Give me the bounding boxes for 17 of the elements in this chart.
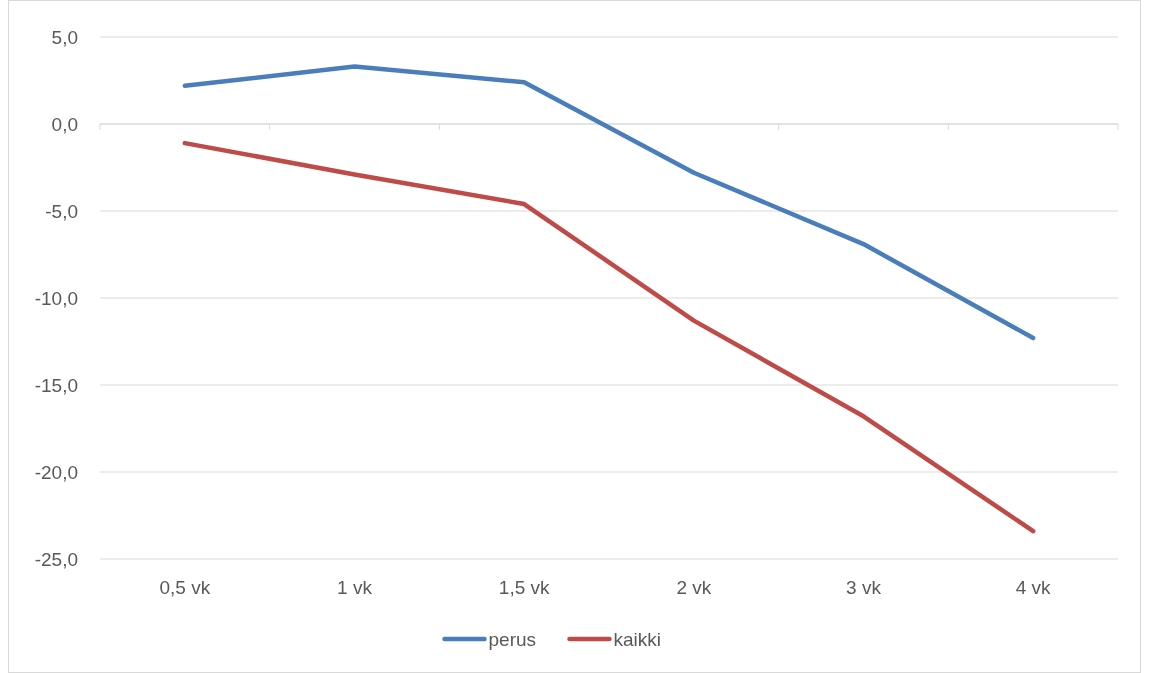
y-tick-label: -20,0 [34,461,78,483]
y-tick-label: -15,0 [34,374,78,396]
line-series [182,140,1036,534]
y-tick-label: 0,0 [51,113,78,135]
y-tick-label: -25,0 [34,548,78,570]
x-tick-label: 2 vk [676,577,712,598]
y-tick-label: -10,0 [34,287,78,309]
legend-label: perus [488,628,537,650]
x-tick-label: 4 vk [1015,577,1052,598]
line-series [182,64,1036,341]
x-tick-label: 1 vk [337,577,373,598]
y-tick-label: -5,0 [45,200,78,222]
y-tick-label: 5,0 [51,26,78,48]
x-tick-label: 1,5 vk [498,577,551,598]
x-tick-label: 3 vk [846,577,882,598]
x-tick-label: 0,5 vk [159,577,211,598]
legend-label: kaikki [613,628,662,650]
